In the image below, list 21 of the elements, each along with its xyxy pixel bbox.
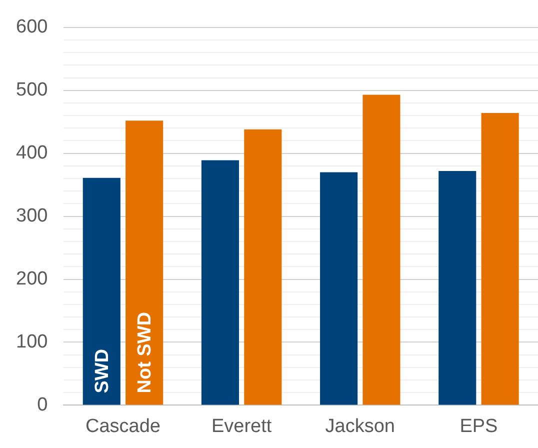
y-tick-label: 300	[16, 206, 48, 227]
bar	[362, 94, 400, 405]
y-tick-label: 600	[16, 16, 48, 38]
y-tick-label: 500	[16, 80, 48, 101]
bar	[201, 160, 239, 405]
series-label: SWD	[92, 348, 113, 394]
bar	[126, 120, 164, 405]
y-tick-label: 100	[16, 331, 48, 352]
x-tick-label: Jackson	[325, 416, 395, 437]
y-tick-label: 0	[37, 394, 48, 416]
bar	[244, 129, 282, 405]
y-tick-label: 200	[16, 268, 48, 290]
bar	[320, 172, 358, 405]
y-tick-label: 400	[16, 142, 48, 164]
bar	[481, 113, 519, 405]
bar	[438, 170, 476, 405]
x-tick-label: EPS	[460, 416, 498, 437]
bar	[82, 178, 120, 405]
series-label: Not SWD	[134, 312, 156, 394]
x-tick-label: Everett	[211, 416, 272, 437]
x-tick-label: Cascade	[85, 416, 160, 437]
